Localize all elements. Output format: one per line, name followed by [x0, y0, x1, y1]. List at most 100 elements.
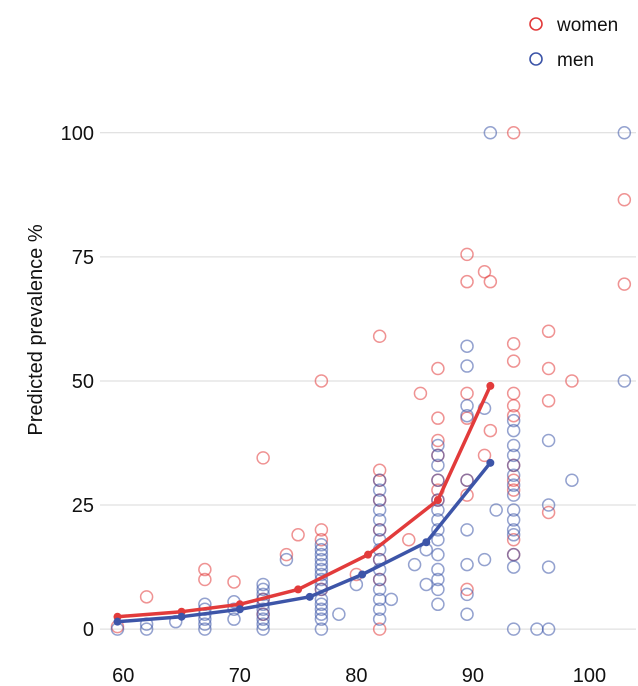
men-point [256, 602, 270, 617]
men-point [541, 498, 556, 512]
women-point [227, 575, 241, 589]
women-point [541, 505, 556, 520]
men-point [314, 557, 329, 572]
men-point [384, 592, 399, 607]
trend-lines [113, 381, 495, 626]
legend-marker-men [529, 52, 543, 66]
men-point [256, 622, 270, 636]
men-point [372, 503, 387, 517]
men-point [506, 560, 521, 574]
men-point [506, 503, 521, 517]
men-trend-point [113, 617, 122, 626]
men-point [431, 493, 445, 507]
men-point [256, 607, 270, 621]
men-point [506, 523, 521, 537]
women-point [541, 324, 556, 339]
men-point [489, 503, 503, 517]
men-point [314, 552, 329, 567]
women-point [279, 547, 294, 562]
women-point [617, 193, 632, 207]
women-point [506, 399, 521, 413]
men-point [506, 622, 521, 636]
men-point [431, 533, 445, 547]
women-point [413, 386, 428, 401]
men-point [314, 612, 329, 626]
women-point [460, 582, 474, 597]
men-point [506, 513, 521, 527]
men-point [506, 438, 521, 453]
men-point [431, 438, 445, 453]
men-point [460, 473, 474, 487]
men-trend-point [177, 612, 186, 621]
men-point [314, 562, 329, 577]
men-point [460, 408, 474, 423]
women-point [431, 361, 445, 376]
men-point [372, 612, 387, 626]
men-point [372, 572, 387, 587]
women-point [198, 572, 212, 587]
women-point [431, 411, 445, 425]
women-point [198, 562, 212, 577]
y-tick-label: 75 [72, 247, 94, 269]
men-point [372, 582, 387, 597]
men-point [372, 513, 387, 527]
women-trend-point [364, 550, 372, 559]
women-point [256, 451, 270, 465]
x-tick-label: 90 [462, 665, 484, 686]
men-point [407, 557, 422, 572]
women-point [477, 448, 492, 463]
legend-label-women: women [556, 15, 618, 36]
men-point [506, 488, 521, 502]
men-point [256, 587, 270, 602]
y-tick-label: 50 [72, 371, 94, 393]
women-point [541, 361, 556, 376]
legend-item-women: women [529, 15, 618, 36]
men-point [483, 126, 498, 140]
women-point [483, 423, 498, 438]
men-point [431, 597, 445, 612]
y-tick-label: 25 [72, 495, 94, 517]
men-point [198, 622, 212, 636]
men-point [431, 547, 445, 562]
women-point [460, 386, 474, 401]
x-tick-labels: 60 70 80 90 100 [112, 665, 606, 686]
men-point [431, 523, 445, 537]
legend-label-men: men [557, 50, 594, 71]
men-point [541, 622, 556, 636]
men-point [617, 126, 632, 140]
men-point [314, 622, 329, 636]
women-point [506, 354, 521, 368]
men-point [314, 537, 329, 552]
men-point [372, 483, 387, 497]
men-point [314, 602, 329, 617]
women-point [139, 590, 154, 604]
men-point [506, 458, 521, 473]
men-point [256, 582, 270, 597]
men-point [256, 617, 270, 631]
women-point [402, 533, 416, 547]
y-tick-label: 0 [83, 619, 94, 641]
men-point [460, 359, 474, 373]
women-point [314, 523, 329, 537]
men-point [139, 622, 154, 636]
women-point [617, 277, 632, 291]
men-trend-point [486, 458, 495, 467]
women-point [460, 247, 474, 262]
x-tick-label: 70 [229, 665, 251, 686]
women-point [506, 483, 521, 497]
men-trend-point [358, 570, 367, 579]
legend-marker-women [529, 17, 543, 31]
men-point [541, 560, 556, 574]
men-point [279, 552, 294, 567]
x-tick-label: 100 [573, 665, 606, 686]
y-tick-label: 100 [61, 123, 94, 145]
men-trend-point [235, 605, 244, 614]
men-point [256, 577, 270, 592]
women-point [506, 533, 521, 547]
women-trend-point [486, 381, 495, 390]
women-point [506, 386, 521, 401]
men-point [419, 577, 434, 592]
women-point [565, 374, 579, 388]
women-trend-point [294, 585, 303, 594]
